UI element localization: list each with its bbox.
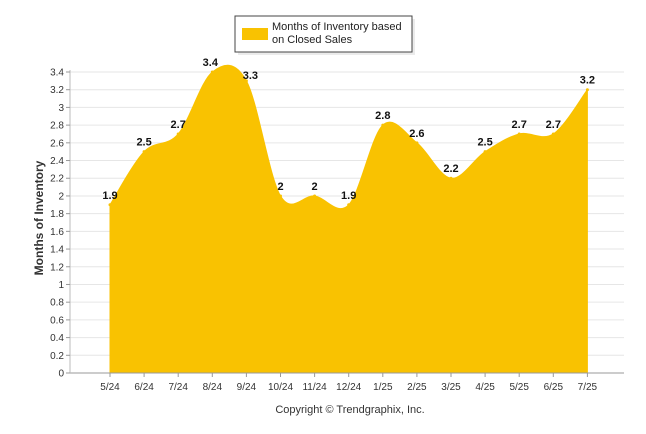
data-label: 1.9 — [341, 190, 356, 202]
legend: Months of Inventory based on Closed Sale… — [234, 15, 415, 55]
data-point-6/25 — [551, 132, 555, 136]
y-tick-label: 1.2 — [50, 262, 64, 273]
y-tick-label: 1.6 — [50, 227, 64, 238]
x-tick-label: 4/25 — [475, 382, 495, 393]
data-point-6/24 — [142, 150, 146, 154]
y-tick-label: 0 — [58, 369, 64, 380]
x-tick-label: 11/24 — [302, 382, 327, 393]
data-point-11/24 — [313, 194, 317, 198]
data-point-10/24 — [279, 194, 282, 198]
area-series — [108, 64, 589, 374]
y-tick-label: 1.4 — [50, 245, 64, 256]
x-tick-label: 2/25 — [407, 382, 427, 393]
y-tick-label: 0.6 — [50, 315, 64, 326]
y-tick-label: 2.8 — [50, 121, 64, 132]
data-label: 2 — [312, 181, 318, 193]
data-label: 2.7 — [512, 119, 527, 131]
y-tick-label: 0.2 — [50, 351, 64, 362]
y-tick-label: 3.4 — [50, 68, 64, 79]
x-tick-label: 6/24 — [134, 382, 154, 393]
y-tick-label: 2 — [58, 191, 64, 202]
data-labels: 1.9 2.5 2.7 3.4 3.3 2 2 1.9 2.8 2.6 2.2 2.5 2.7 2.7 3.… — [102, 57, 595, 202]
data-label: 2 — [277, 181, 283, 193]
data-point-12/24 — [347, 203, 351, 207]
data-label: 3.4 — [203, 57, 219, 69]
area-fill — [109, 64, 588, 374]
y-axis-ticks: 0 0.2 0.4 0.6 0.8 1 1.2 1.4 1.6 1.8 2 2.2 2.4 2.6 2.8 3… — [50, 68, 70, 380]
copyright-footer: Copyright © Trendgraphix, Inc. — [275, 404, 424, 416]
y-tick-label: 1 — [58, 280, 64, 291]
x-tick-label: 1/25 — [373, 382, 393, 393]
x-tick-label: 7/24 — [168, 382, 188, 393]
data-label: 2.7 — [171, 119, 186, 131]
x-tick-label: 7/25 — [578, 382, 598, 393]
x-tick-label: 10/24 — [268, 382, 293, 393]
x-tick-label: 6/25 — [544, 382, 564, 393]
x-tick-label: 9/24 — [237, 382, 257, 393]
x-tick-label: 12/24 — [336, 382, 361, 393]
x-tick-label: 5/24 — [100, 382, 120, 393]
y-tick-label: 3.2 — [50, 85, 64, 96]
y-tick-label: 2.6 — [50, 138, 64, 149]
y-tick-label: 0.4 — [50, 333, 64, 344]
x-axis-ticks: 5/24 6/24 7/24 8/24 9/24 10/24 11/24 12/24 1/25 2… — [100, 373, 598, 393]
data-point-7/24 — [176, 132, 180, 136]
data-point-5/24 — [108, 203, 112, 207]
data-point-2/25 — [415, 141, 419, 145]
data-label: 1.9 — [102, 190, 117, 202]
data-label: 2.5 — [477, 137, 492, 149]
data-point-7/25 — [585, 88, 589, 92]
data-label: 3.2 — [580, 75, 595, 87]
y-tick-label: 0.8 — [50, 298, 64, 309]
y-tick-label: 1.8 — [50, 209, 64, 220]
data-point-1/25 — [381, 123, 385, 127]
legend-entry-line-1: Months of Inventory based — [272, 21, 402, 33]
y-tick-label: 2.2 — [50, 174, 64, 185]
data-label: 2.7 — [546, 119, 561, 131]
axes — [69, 70, 624, 374]
data-label: 2.5 — [136, 137, 151, 149]
data-point-3/25 — [449, 176, 453, 180]
data-label: 3.3 — [243, 70, 258, 82]
data-point-4/25 — [483, 150, 487, 154]
data-point-8/24 — [210, 70, 214, 74]
x-tick-label: 8/24 — [203, 382, 223, 393]
data-point-9/24 — [244, 79, 248, 83]
legend-entry-line-2: on Closed Sales — [272, 34, 353, 46]
y-axis-title: Months of Inventory — [32, 160, 46, 275]
y-tick-label: 2.4 — [50, 156, 64, 167]
x-tick-label: 5/25 — [509, 382, 529, 393]
data-label: 2.6 — [409, 128, 424, 140]
data-label: 2.8 — [375, 110, 390, 122]
legend-swatch — [242, 28, 268, 40]
x-tick-label: 3/25 — [441, 382, 461, 393]
data-point-5/25 — [517, 132, 521, 136]
y-tick-label: 3 — [58, 103, 64, 114]
data-label: 2.2 — [443, 163, 458, 175]
